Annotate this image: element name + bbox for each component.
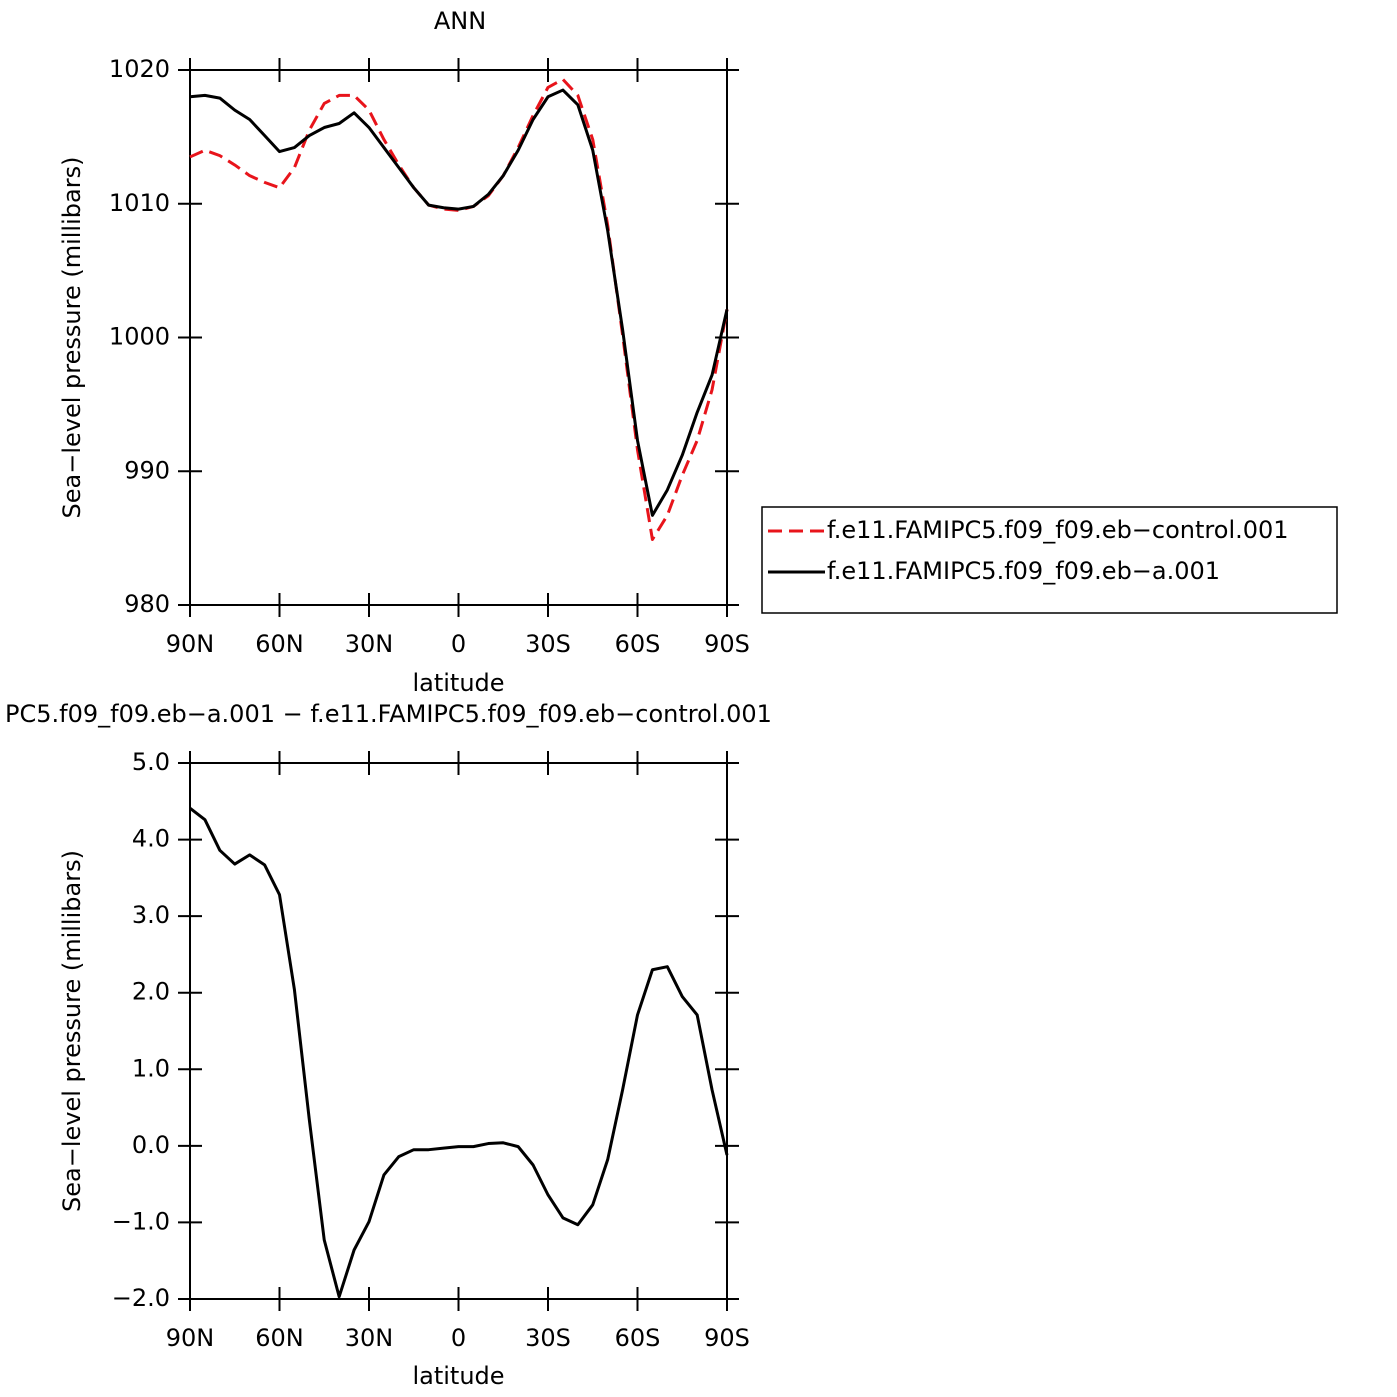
x-axis-label: latitude xyxy=(412,1362,504,1390)
y-tick-label: 3.0 xyxy=(132,901,170,929)
y-tick-label: 5.0 xyxy=(132,748,170,776)
legend-label: f.e11.FAMIPC5.f09_f09.eb−a.001 xyxy=(827,557,1220,585)
y-axis-label: Sea−level pressure (millibars) xyxy=(58,850,86,1212)
y-tick-label: 1010 xyxy=(109,189,170,217)
series-line xyxy=(189,77,729,541)
y-tick-label: −1.0 xyxy=(112,1207,170,1235)
y-axis-label: Sea−level pressure (millibars) xyxy=(58,157,86,519)
series-line xyxy=(189,806,729,1299)
chart-title: PC5.f09_f09.eb−a.001 − f.e11.FAMIPC5.f09… xyxy=(5,700,772,728)
y-tick-label: 1020 xyxy=(109,55,170,83)
x-tick-label: 30S xyxy=(525,630,571,658)
plot-frame xyxy=(189,69,728,606)
x-tick-label: 60S xyxy=(615,1324,661,1352)
chart-title: ANN xyxy=(434,7,486,35)
x-tick-label: 30S xyxy=(525,1324,571,1352)
legend-label: f.e11.FAMIPC5.f09_f09.eb−control.001 xyxy=(827,516,1289,544)
plot-frame xyxy=(189,762,728,1300)
x-axis-label: latitude xyxy=(412,669,504,697)
x-tick-label: 60S xyxy=(615,630,661,658)
y-tick-label: 1.0 xyxy=(132,1054,170,1082)
y-tick-label: 980 xyxy=(124,590,170,618)
y-tick-label: 990 xyxy=(124,456,170,484)
x-tick-label: 60N xyxy=(255,1324,304,1352)
x-tick-label: 90S xyxy=(704,1324,750,1352)
x-tick-label: 90N xyxy=(166,630,215,658)
x-tick-label: 90N xyxy=(166,1324,215,1352)
y-tick-label: 4.0 xyxy=(132,825,170,853)
legend-box xyxy=(761,506,1338,614)
x-tick-label: 60N xyxy=(255,630,304,658)
y-tick-label: 0.0 xyxy=(132,1131,170,1159)
x-tick-label: 90S xyxy=(704,630,750,658)
x-tick-label: 0 xyxy=(451,630,466,658)
series-line xyxy=(189,88,729,517)
x-tick-label: 30N xyxy=(345,1324,394,1352)
y-tick-label: −2.0 xyxy=(112,1284,170,1312)
x-tick-label: 30N xyxy=(345,630,394,658)
y-tick-label: 1000 xyxy=(109,323,170,351)
x-tick-label: 0 xyxy=(451,1324,466,1352)
y-tick-label: 2.0 xyxy=(132,978,170,1006)
